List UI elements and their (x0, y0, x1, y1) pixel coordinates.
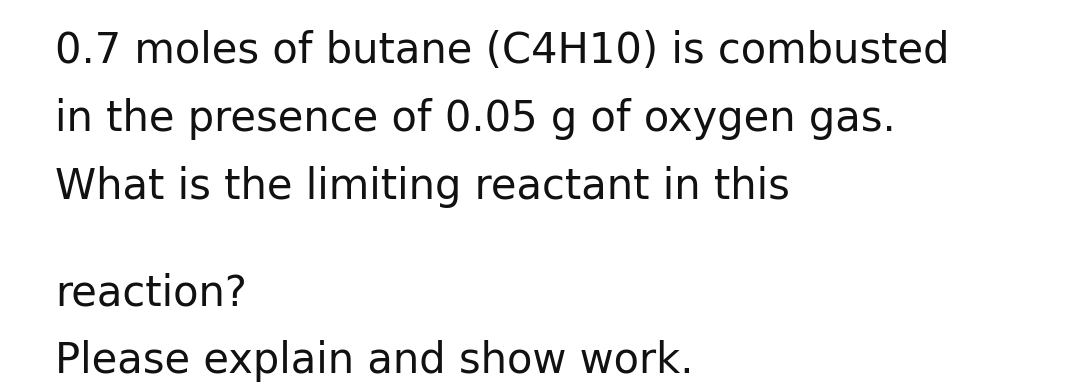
Text: reaction?: reaction? (55, 272, 247, 314)
Text: 0.7 moles of butane (C4H10) is combusted: 0.7 moles of butane (C4H10) is combusted (55, 30, 949, 72)
Text: in the presence of 0.05 g of oxygen gas.: in the presence of 0.05 g of oxygen gas. (55, 98, 895, 140)
Text: What is the limiting reactant in this: What is the limiting reactant in this (55, 166, 789, 208)
Text: Please explain and show work.: Please explain and show work. (55, 340, 693, 382)
